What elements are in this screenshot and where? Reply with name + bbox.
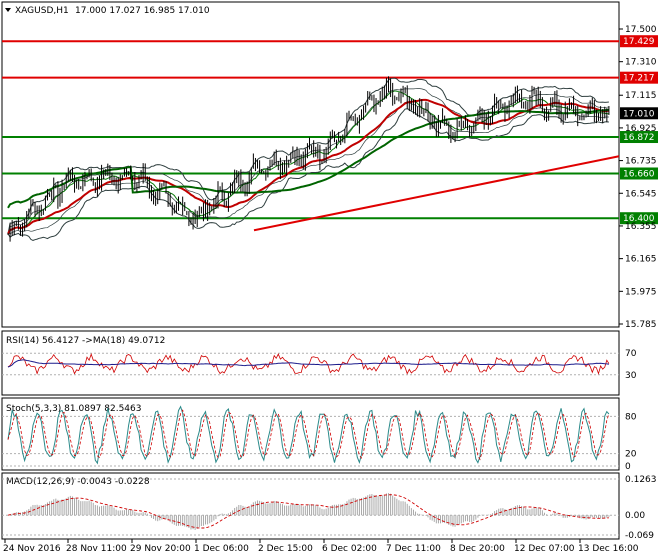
rsi-ma-line xyxy=(7,359,609,368)
panel-tick-label: 0 xyxy=(625,462,631,472)
time-tick-label: 13 Dec 16:00 xyxy=(578,544,639,554)
time-tick-label: 29 Nov 20:00 xyxy=(130,544,191,554)
level-label: 16.400 xyxy=(623,214,655,224)
level-label-bg xyxy=(620,35,658,48)
time-tick-label: 24 Nov 2016 xyxy=(3,544,61,554)
pane-frame-macd xyxy=(1,472,620,540)
price-tick-label: 15.975 xyxy=(625,287,657,297)
price-tick-label: 16.545 xyxy=(625,189,657,199)
time-axis: 24 Nov 2016 28 Nov 11:00 29 Nov 20:00 1 Dec… xyxy=(3,539,639,554)
ohlc-values: 17.000 17.027 16.985 17.010 xyxy=(75,6,210,16)
pane-frame-stoch xyxy=(1,397,620,471)
macd-panel[interactable]: MACD(12,26,9) -0.0043 -0.0228 0.1263 0.00… xyxy=(2,475,657,541)
macd-title: MACD(12,26,9) -0.0043 -0.0228 xyxy=(6,477,150,487)
price-tick-label: 17.115 xyxy=(625,91,657,101)
time-tick-label: 8 Dec 20:00 xyxy=(450,544,505,554)
time-tick-label: 28 Nov 11:00 xyxy=(66,544,127,554)
support-trendline[interactable] xyxy=(253,155,620,232)
candles xyxy=(7,76,610,242)
level-label: 17.217 xyxy=(623,74,655,84)
horizontal-levels[interactable]: 17.429 17.217 16.872 16.660 16.400 17.010 xyxy=(2,35,658,225)
ma-slow-line xyxy=(7,98,609,235)
level-label: 16.660 xyxy=(623,169,655,179)
price-tick-label: 16.925 xyxy=(625,124,657,134)
level-label-bg xyxy=(620,131,658,144)
current-price-bg xyxy=(620,107,658,120)
rsi-panel[interactable]: RSI(14) 56.4127 ->MA(18) 49.0712 70 30 xyxy=(2,336,637,381)
chart-header: XAGUSD,H1 17.000 17.027 16.985 17.010 xyxy=(5,6,210,16)
stoch-title: Stoch(5,3,3) 81.0897 82.5463 xyxy=(6,404,141,414)
panel-tick-label: -0.069 xyxy=(625,531,654,541)
pane-frame-rsi xyxy=(1,330,620,396)
time-tick-label: 7 Dec 11:00 xyxy=(386,544,441,554)
price-axis: 17.500 17.310 17.115 16.925 16.735 16.545 16.3… xyxy=(619,25,657,330)
time-tick-label: 6 Dec 02:00 xyxy=(322,544,377,554)
stoch-signal-line xyxy=(7,409,610,461)
time-tick-label: 12 Dec 07:00 xyxy=(514,544,575,554)
panel-tick-label: 80 xyxy=(625,412,637,422)
current-price-label: 17.010 xyxy=(623,109,655,119)
price-tick-label: 16.355 xyxy=(625,222,657,232)
level-label-bg xyxy=(620,212,658,225)
price-tick-label: 16.735 xyxy=(625,157,657,167)
dropdown-triangle-icon[interactable] xyxy=(5,8,11,12)
trendlines[interactable] xyxy=(253,155,620,232)
level-label: 16.872 xyxy=(623,133,655,143)
price-tick-label: 17.500 xyxy=(625,25,657,35)
panel-tick-label: 0.00 xyxy=(625,511,645,521)
bollinger-inner-lower xyxy=(8,101,609,235)
stoch-panel[interactable]: Stoch(5,3,3) 81.0897 82.5463 80 20 0 xyxy=(2,404,637,472)
price-tick-label: 16.165 xyxy=(625,255,657,265)
panel-tick-label: 70 xyxy=(625,349,637,359)
moving-averages xyxy=(7,90,609,235)
level-label: 17.429 xyxy=(623,37,655,47)
price-tick-label: 15.785 xyxy=(625,320,657,330)
panel-tick-label: 0.1263 xyxy=(625,475,657,485)
rsi-title: RSI(14) 56.4127 ->MA(18) 49.0712 xyxy=(6,336,165,346)
time-tick-label: 1 Dec 06:00 xyxy=(194,544,249,554)
stoch-main-line xyxy=(7,405,610,465)
level-label-bg xyxy=(620,71,658,84)
macd-signal-line xyxy=(7,494,609,529)
ma-long-line xyxy=(7,108,609,209)
time-tick-label: 2 Dec 15:00 xyxy=(258,544,313,554)
level-label-bg xyxy=(620,167,658,180)
symbol-timeframe: XAGUSD,H1 xyxy=(15,6,69,16)
pane-frame-main xyxy=(1,1,620,328)
bollinger-lower xyxy=(7,108,609,241)
panel-tick-label: 20 xyxy=(625,450,637,460)
chart-frames xyxy=(1,1,620,540)
price-tick-label: 17.310 xyxy=(625,58,657,68)
panel-tick-label: 30 xyxy=(625,371,637,381)
